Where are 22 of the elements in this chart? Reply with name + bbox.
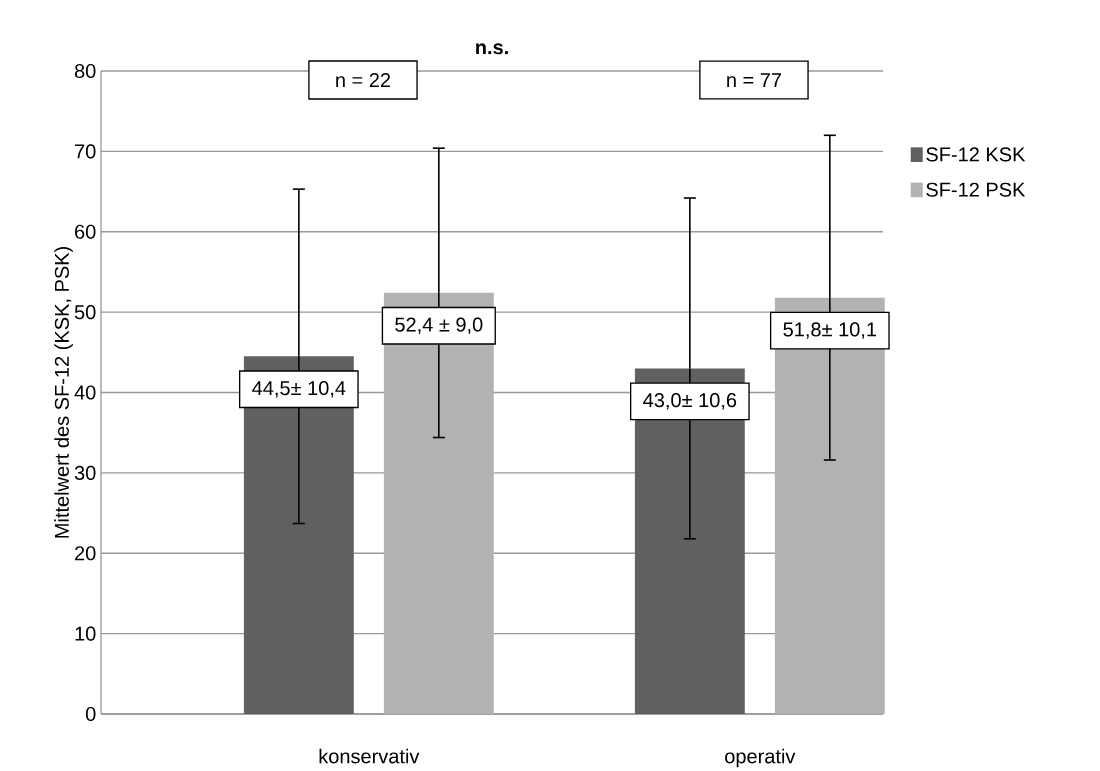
data-label: 43,0± 10,6 [643,393,737,410]
y-tick-label: 80 [74,63,96,79]
legend-label: SF-12 KSK [926,147,1026,162]
x-tick-label: konservativ [319,748,420,764]
annotation: n = 22 [336,73,391,87]
data-label: 51,8± 10,1 [783,322,877,339]
y-tick-label: 20 [75,546,96,561]
y-tick-label: 60 [75,224,96,239]
x-tick-label: operativ [725,748,796,768]
y-tick-label: 30 [74,465,96,480]
y-tick-label: 0 [85,706,96,722]
y-tick-label: 10 [75,626,96,641]
data-label: 44,5± 10,4 [252,380,346,398]
y-tick-label: 70 [75,144,96,159]
annotation: n = 77 [727,73,782,87]
y-axis-title: Mittelwert des SF-12 (KSK, PSK) [54,247,73,538]
y-tick-label: 50 [74,305,96,320]
data-label: 52,4 ± 9,0 [395,317,483,335]
y-tick-label: 40 [74,385,96,400]
chart-title: n.s. [476,43,508,55]
legend-label: SF-12 PSK [926,182,1026,197]
bar [383,292,494,714]
